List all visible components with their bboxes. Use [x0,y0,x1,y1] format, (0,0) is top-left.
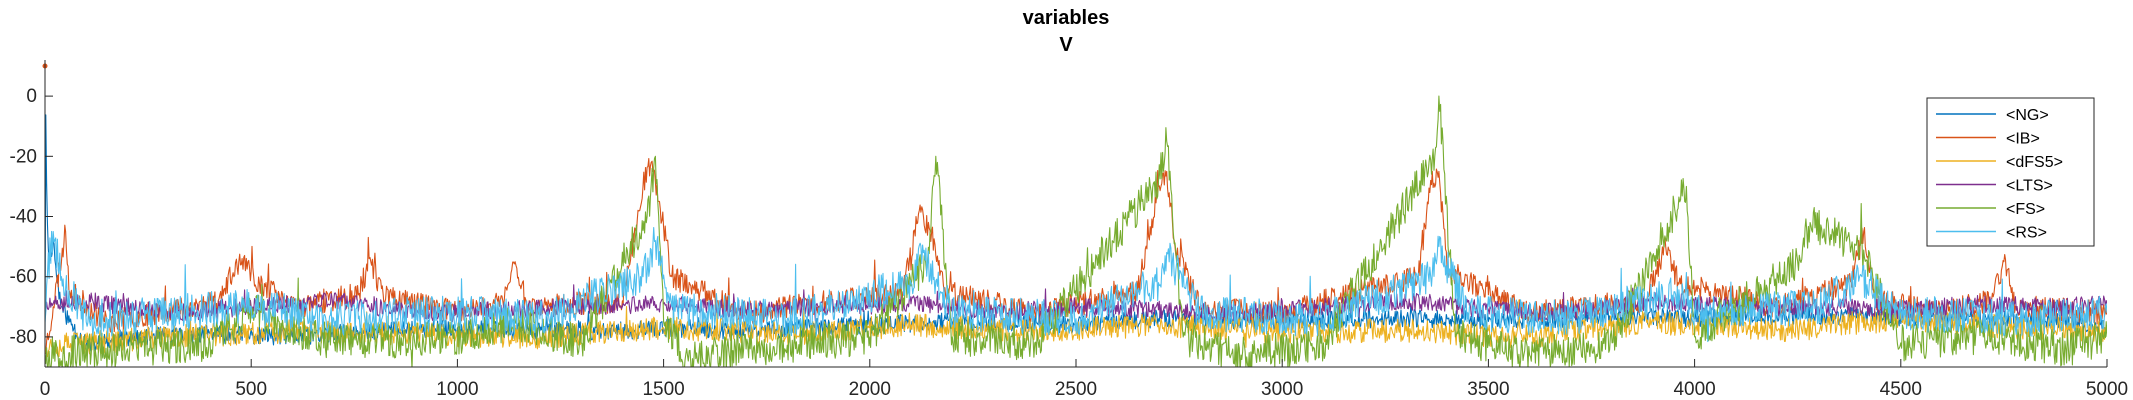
legend-label: <NG> [2006,107,2049,124]
y-tick-label: -20 [10,146,37,167]
chart-subtitle: V [1059,34,1073,56]
y-tick-label: -40 [10,207,37,228]
x-tick-label: 3000 [1261,379,1303,400]
x-tick-label: 4500 [1880,379,1922,400]
x-tick-label: 0 [40,379,51,400]
legend: <NG> <IB> <dFS5> <LTS> <FS> <RS> [1926,97,2095,247]
y-ticks: 0 -20 -40 -60 -80 [10,86,53,348]
legend-label: <FS> [2006,201,2045,218]
legend-label: <IB> [2006,131,2040,148]
x-tick-label: 2000 [849,379,891,400]
series-line-5 [45,226,2107,343]
x-ticks: 0 500 1000 1500 2000 2500 3000 3500 4000 4500 5000 [40,359,2128,400]
legend-label: <dFS5> [2006,154,2063,171]
legend-label: <LTS> [2006,178,2053,195]
series-layer [45,95,2107,367]
legend-label: <RS> [2006,225,2047,242]
series-line-1 [45,158,2107,355]
x-tick-label: 1500 [642,379,684,400]
legend-box [1926,97,2095,247]
x-tick-label: 2500 [1055,379,1097,400]
x-tick-label: 3500 [1467,379,1509,400]
x-tick-label: 1000 [436,379,478,400]
chart-title: variables [1023,7,1110,29]
x-tick-label: 500 [235,379,267,400]
x-tick-label: 4000 [1673,379,1715,400]
y-tick-label: 0 [26,86,37,107]
y-tick-label: -60 [10,267,37,288]
legend-items: <NG> <IB> <dFS5> <LTS> <FS> <RS> [1936,107,2063,242]
x-tick-label: 5000 [2086,379,2128,400]
y-tick-label: -80 [10,327,37,348]
